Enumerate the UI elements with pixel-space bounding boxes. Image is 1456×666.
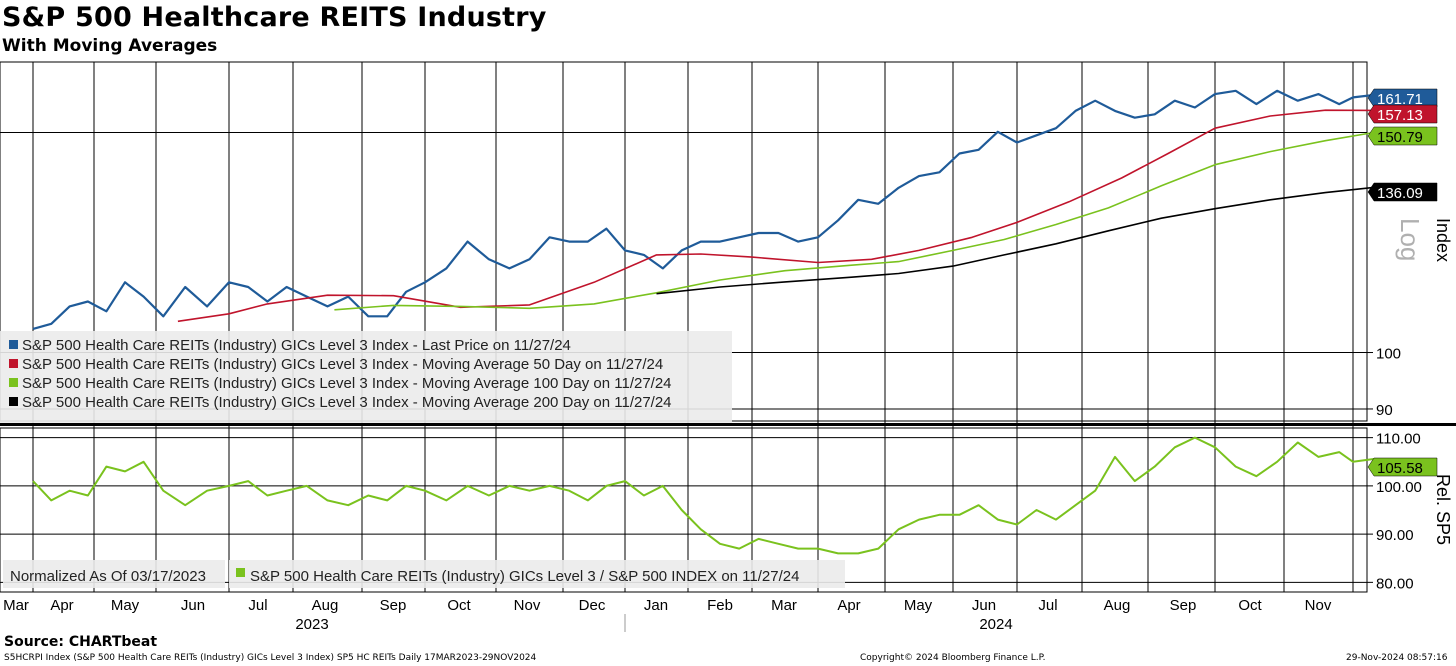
x-month-label: Oct	[1238, 597, 1262, 614]
chart-title: S&P 500 Healthcare REITS Industry	[2, 2, 547, 33]
x-year-label: 2023	[295, 616, 328, 633]
source-label: Source: CHARTbeat	[4, 634, 158, 650]
legend-entry: S&P 500 Health Care REITs (Industry) GIC…	[22, 394, 672, 411]
top-axis-title: Index	[1433, 218, 1453, 262]
last-value-flag	[1367, 88, 1438, 108]
last-value-label: 150.79	[1377, 129, 1423, 146]
top-tick-label: 100	[1376, 346, 1401, 363]
series-line-moving-average-100-day	[334, 131, 1374, 311]
timestamp: 29-Nov-2024 08:57:16	[1346, 653, 1448, 663]
bottom-axis-title: Rel. SP5	[1433, 474, 1453, 545]
x-year-label: 2024	[979, 616, 1012, 633]
legend-swatch	[9, 340, 18, 349]
bottom-plot-frame	[0, 427, 1368, 593]
legend-swatch	[236, 568, 245, 577]
last-value-label: 105.58	[1377, 460, 1423, 477]
x-month-label: Jan	[644, 597, 668, 614]
x-month-label: Apr	[837, 597, 860, 614]
x-month-label: Jul	[248, 597, 267, 614]
chart-subtitle: With Moving Averages	[2, 36, 218, 56]
x-month-label: Feb	[707, 597, 733, 614]
top-legend-box	[0, 331, 732, 423]
x-month-label: Jun	[972, 597, 996, 614]
last-value-flag	[1367, 126, 1438, 146]
x-month-label: Aug	[312, 597, 339, 614]
bottom-legend-note-box	[3, 560, 225, 588]
x-month-label: Mar	[3, 597, 29, 614]
bottom-tick-label: 90.00	[1376, 527, 1414, 544]
x-month-label: Jun	[181, 597, 205, 614]
series-line-moving-average-50-day	[177, 109, 1374, 323]
last-value-flag	[1367, 457, 1438, 477]
x-month-label: Mar	[771, 597, 797, 614]
legend-swatch	[9, 397, 18, 406]
last-value-label: 161.71	[1377, 91, 1423, 108]
x-month-label: May	[904, 597, 933, 614]
legend-entry: S&P 500 Health Care REITs (Industry) GIC…	[22, 356, 663, 373]
normalized-note: Normalized As Of 03/17/2023	[10, 568, 206, 585]
x-month-label: Aug	[1104, 597, 1131, 614]
top-tick-label: 90	[1376, 402, 1393, 419]
scale-label: Log	[1395, 218, 1425, 261]
series-line-moving-average-200-day	[656, 186, 1374, 295]
x-month-label: Apr	[50, 597, 73, 614]
copyright: Copyright© 2024 Bloomberg Finance L.P.	[860, 653, 1046, 663]
x-month-label: Sep	[380, 597, 407, 614]
x-month-label: Dec	[579, 597, 606, 614]
bottom-tick-label: 110.00	[1376, 431, 1421, 448]
x-month-label: Sep	[1170, 597, 1197, 614]
legend-swatch	[9, 378, 18, 387]
x-month-label: Oct	[447, 597, 471, 614]
last-value-label: 157.13	[1377, 107, 1423, 124]
x-month-label: Nov	[514, 597, 541, 614]
x-month-label: Nov	[1305, 597, 1332, 614]
bottom-tick-label: 80.00	[1376, 575, 1414, 592]
bottom-legend-box	[229, 560, 845, 588]
last-value-flag	[1367, 182, 1438, 202]
last-value-flag	[1367, 104, 1438, 124]
legend-entry: S&P 500 Health Care REITs (Industry) GIC…	[250, 568, 799, 585]
last-value-label: 136.09	[1377, 185, 1423, 202]
series-description: S5HCRPI Index (S&P 500 Health Care REITs…	[4, 653, 537, 663]
relative-series-line	[32, 436, 1374, 555]
legend-entry: S&P 500 Health Care REITs (Industry) GIC…	[22, 337, 571, 354]
legend-entry: S&P 500 Health Care REITs (Industry) GIC…	[22, 375, 672, 392]
x-month-label: Jul	[1038, 597, 1057, 614]
legend-swatch	[9, 359, 18, 368]
x-month-label: May	[111, 597, 140, 614]
bottom-tick-label: 100.00	[1376, 479, 1422, 496]
series-line-last-price	[32, 89, 1374, 330]
